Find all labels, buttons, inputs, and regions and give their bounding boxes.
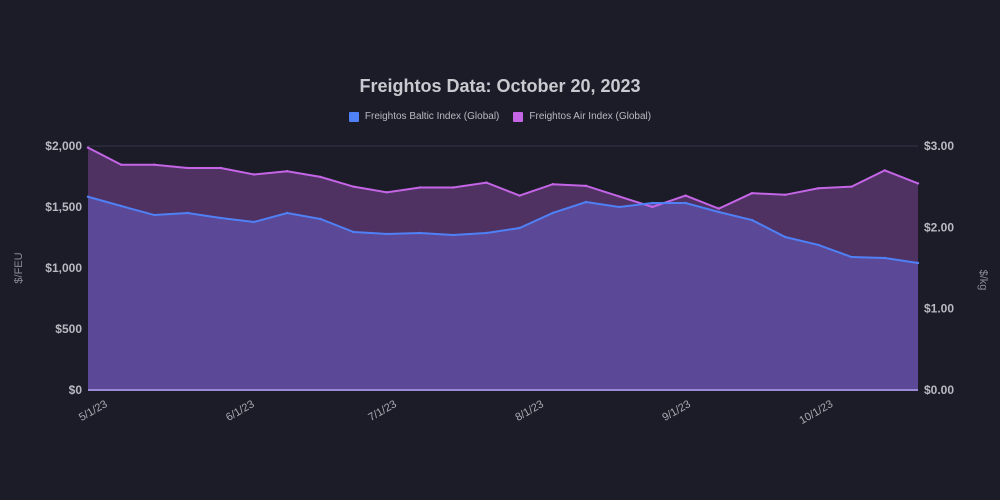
data-point-air: [651, 205, 654, 209]
data-point-air: [418, 186, 422, 189]
data-point-baltic: [584, 200, 588, 204]
data-point-air: [684, 194, 687, 197]
data-point-baltic: [186, 211, 189, 215]
data-point-baltic: [385, 232, 388, 236]
data-point-baltic: [684, 201, 687, 205]
data-point-baltic: [850, 255, 853, 259]
data-point-air: [319, 175, 322, 179]
data-point-baltic: [86, 195, 90, 198]
data-point-baltic: [551, 211, 554, 215]
y-axis-label-right: $/kg: [977, 270, 989, 291]
data-point-air: [817, 187, 820, 190]
x-tick: 5/1/23: [77, 398, 109, 424]
data-point-air: [153, 163, 156, 166]
y-tick-left: $1,500: [45, 200, 82, 214]
y-tick-left: $2,000: [45, 139, 82, 153]
line-baltic: [87, 195, 919, 264]
data-point-air: [452, 186, 455, 189]
chart-title: Freightos Data: October 20, 2023: [359, 76, 641, 96]
data-point-baltic: [352, 230, 355, 234]
data-point-air: [86, 146, 90, 149]
x-tick: 9/1/23: [660, 398, 692, 424]
y-tick-left: $0: [69, 383, 83, 397]
data-point-baltic: [784, 235, 787, 239]
legend-item-air[interactable]: Freightos Air Index (Global): [513, 111, 651, 122]
data-point-air: [551, 183, 554, 186]
data-point-baltic: [319, 217, 322, 221]
legend-label-air: Freightos Air Index (Global): [529, 111, 652, 122]
legend-item-baltic[interactable]: Freightos Baltic Index (Global): [348, 111, 500, 122]
data-point-baltic: [452, 233, 455, 237]
data-point-air: [850, 185, 853, 188]
data-point-baltic: [286, 211, 289, 215]
y-tick-right: $2.00: [924, 220, 954, 234]
data-point-baltic: [418, 231, 422, 235]
data-point-air: [385, 191, 388, 194]
data-point-baltic: [518, 226, 521, 230]
y-tick-right: $1.00: [924, 302, 954, 316]
data-point-air: [883, 169, 886, 172]
data-point-air: [518, 194, 521, 197]
legend-swatch-baltic: [348, 111, 359, 122]
legend: Freightos Baltic Index (Global) Freighto…: [0, 111, 1000, 122]
data-point-baltic: [618, 205, 621, 209]
y-tick-right: $0.00: [924, 383, 954, 397]
data-point-air: [916, 182, 920, 185]
data-point-baltic: [750, 218, 754, 222]
data-point-baltic: [651, 201, 654, 205]
x-tick: 6/1/23: [224, 398, 256, 424]
y-axis-label-left: $/FEU: [13, 252, 25, 283]
data-point-air: [750, 191, 754, 195]
data-point-air: [186, 166, 189, 170]
data-point-air: [252, 173, 256, 176]
y-tick-left: $500: [55, 322, 82, 336]
x-tick: 7/1/23: [366, 398, 398, 424]
x-tick: 10/1/23: [797, 398, 835, 427]
data-point-air: [485, 181, 488, 184]
data-point-baltic: [153, 213, 156, 217]
data-point-air: [717, 207, 720, 210]
data-point-air: [584, 184, 588, 188]
data-point-baltic: [219, 216, 222, 220]
data-point-air: [219, 166, 222, 170]
legend-label-baltic: Freightos Baltic Index (Global): [364, 111, 500, 122]
y-tick-left: $1,000: [45, 261, 82, 275]
data-point-baltic: [916, 261, 920, 265]
data-point-baltic: [717, 210, 720, 214]
data-point-air: [784, 193, 787, 196]
data-point-baltic: [883, 256, 886, 260]
legend-swatch-air: [513, 111, 524, 122]
y-tick-right: $3.00: [924, 139, 954, 153]
data-point-baltic: [252, 220, 256, 224]
line-air: [87, 146, 919, 210]
data-point-baltic: [120, 204, 123, 208]
data-point-air: [618, 195, 621, 198]
data-point-air: [120, 163, 123, 166]
data-point-baltic: [485, 231, 488, 235]
data-point-air: [352, 185, 355, 188]
data-point-baltic: [817, 243, 820, 247]
data-point-air: [286, 170, 289, 173]
area-baltic: [88, 196, 918, 390]
x-tick: 8/1/23: [513, 398, 545, 424]
